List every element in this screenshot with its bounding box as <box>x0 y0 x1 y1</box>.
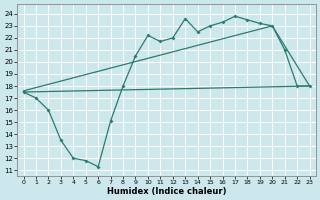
X-axis label: Humidex (Indice chaleur): Humidex (Indice chaleur) <box>107 187 226 196</box>
